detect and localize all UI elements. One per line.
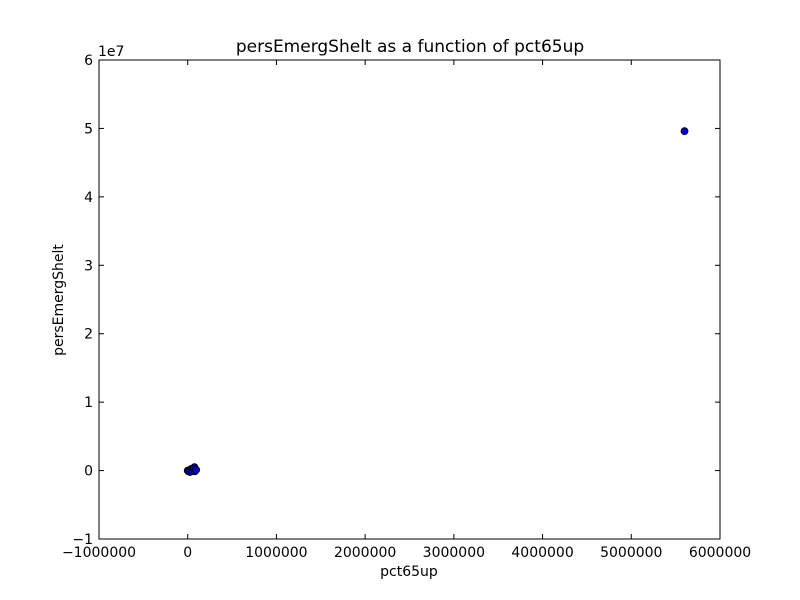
- y-tick-label: 5: [84, 121, 93, 137]
- x-tick-label: 1000000: [245, 545, 307, 561]
- y-axis-label: persEmergShelt: [51, 244, 67, 356]
- y-tick-label: 2: [84, 327, 93, 343]
- y-offset-label: 1e7: [98, 44, 124, 60]
- x-tick-label: 6000000: [689, 545, 751, 561]
- y-tick-label: −1: [72, 532, 93, 548]
- data-points: [183, 127, 689, 476]
- x-axis-label: pct65up: [380, 564, 438, 580]
- x-tick-label: 2000000: [334, 545, 396, 561]
- y-tick-label: 6: [84, 53, 93, 69]
- x-tick-label: 5000000: [600, 545, 662, 561]
- chart-title: persEmergShelt as a function of pct65up: [236, 37, 584, 57]
- x-tick-label: 4000000: [511, 545, 573, 561]
- plot-frame: [98, 59, 721, 540]
- y-tick-label: 3: [84, 258, 93, 274]
- x-tick-label: −1000000: [62, 545, 136, 561]
- y-tick-label: 4: [84, 190, 93, 206]
- scatter-point: [192, 465, 201, 474]
- y-tick-label: 0: [84, 464, 93, 480]
- tick-marks: −1000000 0 1000000 2000000 3000000 4000000 500…: [62, 53, 751, 561]
- scatter-point: [680, 127, 689, 136]
- x-tick-label: 0: [183, 545, 192, 561]
- y-tick-label: 1: [84, 395, 93, 411]
- x-tick-label: 3000000: [423, 545, 485, 561]
